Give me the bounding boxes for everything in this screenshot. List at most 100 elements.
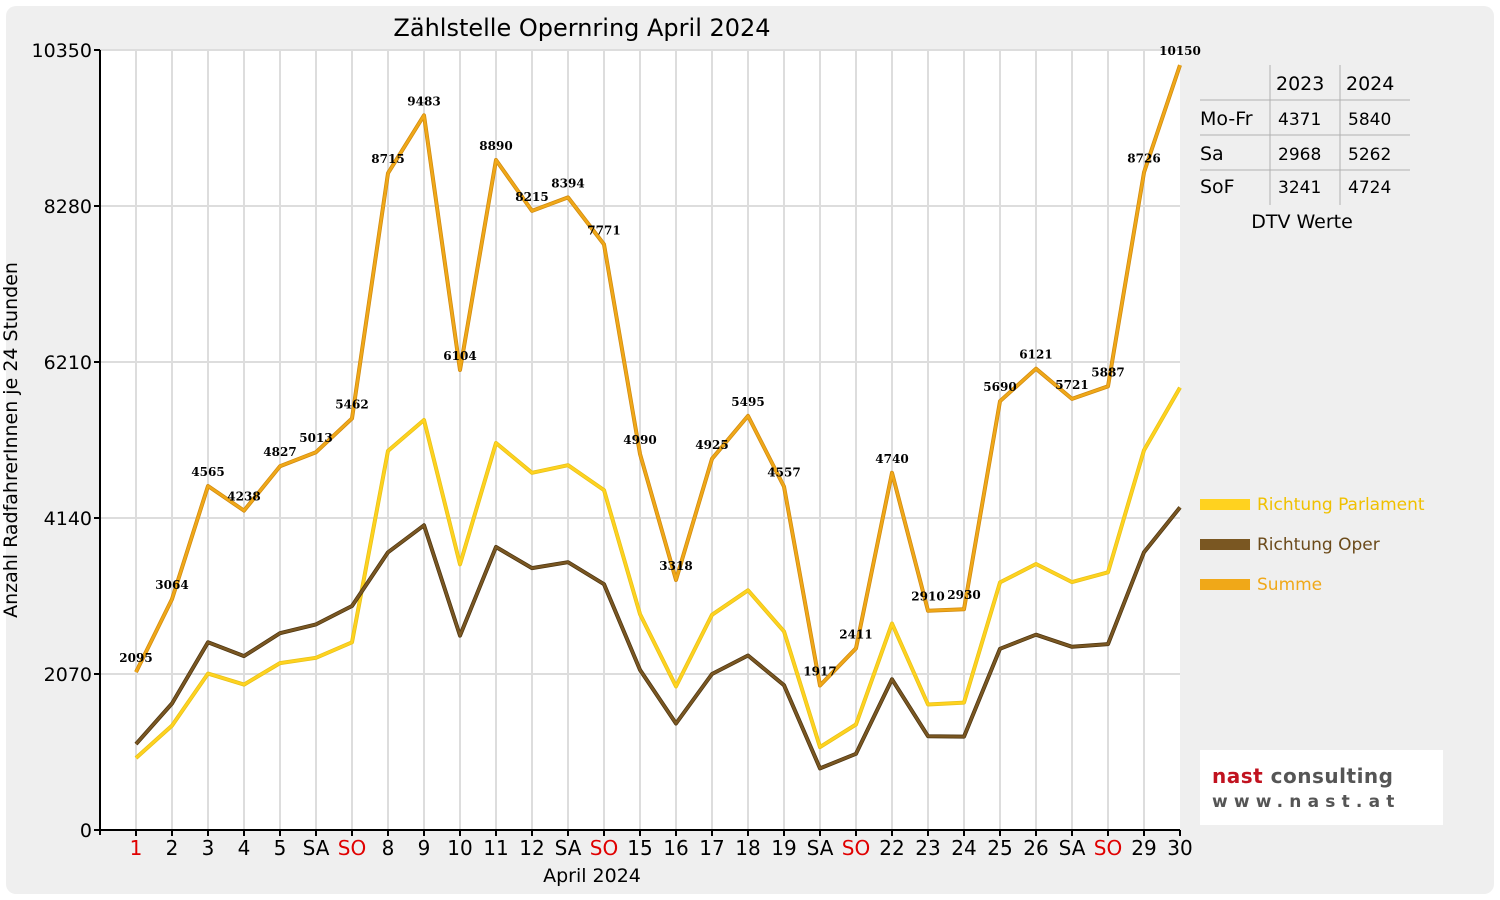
x-tick-label: 19 [771, 836, 796, 860]
series-lines [134, 64, 1182, 771]
x-tick-label: 15 [627, 836, 652, 860]
x-tick-label: 24 [951, 836, 976, 860]
x-tick-label: SO [842, 836, 870, 860]
x-tick-label: 9 [418, 836, 431, 860]
data-label: 4238 [227, 490, 260, 504]
data-label: 6104 [443, 349, 476, 363]
x-tick-label: 23 [915, 836, 940, 860]
x-tick-label: SA [555, 836, 582, 860]
y-tick-label: 0 [80, 820, 92, 842]
x-tick-label: SA [1059, 836, 1086, 860]
logo-word-nast: nast [1212, 764, 1264, 788]
x-tick-label: 25 [987, 836, 1012, 860]
data-label: 5495 [731, 395, 764, 409]
legend-swatch-parlament [1200, 499, 1250, 510]
x-tick-label: 3 [202, 836, 215, 860]
x-tick-label: 16 [663, 836, 688, 860]
data-label: 3064 [155, 578, 188, 592]
legend-label-summe: Summe [1257, 575, 1322, 595]
dtv-row-label: Mo-Fr [1200, 108, 1253, 130]
x-tick-label: 30 [1167, 836, 1192, 860]
axes [94, 49, 1181, 836]
x-tick-label: 1 [130, 836, 143, 860]
dtv-cell: 5262 [1348, 145, 1391, 165]
data-label: 4740 [875, 452, 908, 466]
x-tick-label: 2 [166, 836, 179, 860]
gridlines [100, 49, 1180, 830]
chart-title: Zählstelle Opernring April 2024 [393, 14, 770, 42]
dtv-header-2023: 2023 [1276, 73, 1324, 95]
x-tick-label: SA [807, 836, 834, 860]
data-label: 5013 [299, 431, 332, 445]
x-axis-label: April 2024 [543, 865, 641, 887]
x-tick-label: 29 [1131, 836, 1156, 860]
x-tick-label: 12 [519, 836, 544, 860]
dtv-cell: 4724 [1348, 178, 1391, 198]
y-tick-labels: 0 2070 4140 6210 8280 10350 [32, 40, 92, 842]
data-label: 3318 [659, 559, 692, 573]
x-tick-label: 17 [699, 836, 724, 860]
dtv-cell: 4371 [1278, 110, 1321, 130]
y-axis-label: Anzahl RadfahrerInnen je 24 Stunden [0, 262, 22, 618]
data-label: 6121 [1019, 348, 1052, 362]
x-tick-label: SO [338, 836, 366, 860]
y-tick-label: 4140 [44, 508, 92, 530]
x-tick-label: SO [590, 836, 618, 860]
data-label: 5690 [983, 380, 1016, 394]
y-tick-label: 8280 [44, 196, 92, 218]
legend-label-oper: Richtung Oper [1257, 535, 1380, 555]
legend-item[interactable]: Richtung Oper [1200, 535, 1380, 555]
series-line[interactable] [135, 386, 1182, 759]
legend-swatch-summe [1200, 579, 1250, 590]
x-tick-label: 18 [735, 836, 760, 860]
data-label: 2095 [119, 651, 152, 665]
x-tick-label: 11 [483, 836, 508, 860]
x-tick-label: 4 [238, 836, 251, 860]
data-label: 8715 [371, 152, 404, 166]
data-label: 7771 [587, 223, 620, 237]
x-tick-label: 8 [382, 836, 395, 860]
data-label: 8394 [551, 176, 584, 190]
data-label: 2930 [947, 588, 980, 602]
logo-url: www.nast.at [1212, 792, 1401, 812]
legend-swatch-oper [1200, 539, 1250, 550]
legend-item[interactable]: Richtung Parlament [1200, 495, 1425, 515]
x-tick-label: 22 [879, 836, 904, 860]
data-label: 4827 [263, 445, 296, 459]
dtv-table: 2023 2024 Mo-Fr 4371 5840 Sa 2968 5262 S… [1200, 65, 1410, 233]
x-tick-label: 10 [447, 836, 472, 860]
data-label: 4990 [623, 433, 656, 447]
logo-wordmark: nast consulting [1212, 764, 1393, 788]
dtv-row-label: Sa [1200, 143, 1224, 165]
x-tick-labels: 1 2 3 4 5 SA SO 8 9 10 11 12 SA SO 15 16 17 18 19 SA SO 22 23 2… [130, 836, 1193, 860]
data-label: 8215 [515, 190, 548, 204]
data-label: 8726 [1127, 151, 1160, 165]
data-label: 9483 [407, 94, 440, 108]
y-tick-label: 6210 [44, 352, 92, 374]
x-tick-label: 26 [1023, 836, 1048, 860]
x-tick-label: SO [1094, 836, 1122, 860]
data-label: 1917 [803, 665, 836, 679]
data-label: 5887 [1091, 365, 1124, 379]
data-label: 4565 [191, 465, 224, 479]
logo-word-consulting: consulting [1270, 764, 1394, 788]
dtv-cell: 5840 [1348, 110, 1391, 130]
y-tick-label: 10350 [32, 40, 92, 62]
data-label: 5721 [1055, 378, 1088, 392]
legend-label-parlament: Richtung Parlament [1257, 495, 1425, 515]
data-label: 4557 [767, 466, 800, 480]
legend-item[interactable]: Summe [1200, 575, 1322, 595]
legend: Richtung Parlament Richtung Oper Summe [1200, 495, 1425, 595]
dtv-row-label: SoF [1200, 176, 1235, 198]
x-tick-label: 5 [274, 836, 287, 860]
data-label: 10150 [1159, 44, 1201, 58]
series-line[interactable] [134, 64, 1182, 687]
series-line[interactable] [135, 506, 1181, 770]
dtv-header-2024: 2024 [1346, 73, 1394, 95]
company-logo: nast consulting www.nast.at [1200, 750, 1443, 825]
dtv-cell: 2968 [1278, 145, 1321, 165]
dtv-table-caption: DTV Werte [1251, 211, 1353, 233]
data-label: 2411 [839, 627, 872, 641]
